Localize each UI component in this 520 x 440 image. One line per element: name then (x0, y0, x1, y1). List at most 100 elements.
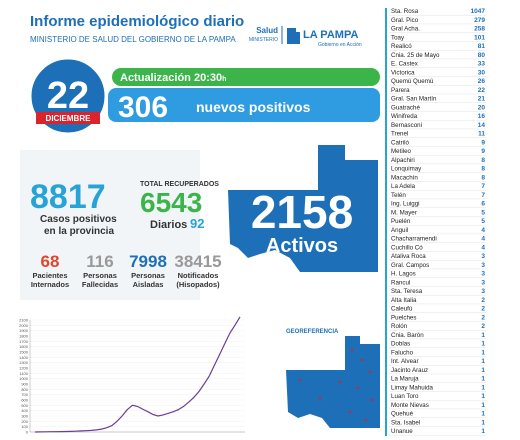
map-shape (286, 336, 380, 428)
locality-name: Cuchillo Có (391, 244, 423, 251)
locality-count: 4 (481, 227, 485, 234)
y-tick-label: 0 (26, 430, 29, 435)
active-label: Activos (266, 235, 338, 257)
y-tick-label: 1600 (19, 344, 29, 349)
locality-count: 3 (481, 262, 485, 269)
locality-count: 20 (478, 104, 486, 111)
locality-count: 1 (481, 402, 485, 409)
subtitle: MINISTERIO DE SALUD DEL GOBIERNO DE LA P… (30, 35, 236, 44)
locality-count: 1 (481, 376, 485, 383)
y-tick-label: 1000 (19, 376, 29, 381)
locality-count: 7 (481, 183, 485, 190)
locality-count: 33 (478, 61, 486, 68)
locality-name: Unanue (391, 428, 413, 435)
stats: 68PacientesInternados116PersonasFallecid… (31, 252, 222, 289)
locality-count: 81 (478, 43, 486, 50)
locality-count: 3 (481, 253, 485, 260)
y-tick-label: 500 (21, 403, 28, 408)
case-dot (338, 380, 342, 384)
locality-name: Rolón (391, 323, 408, 330)
stat-value: 68 (41, 252, 60, 271)
y-tick-label: 1400 (19, 355, 29, 360)
locality-name: H. Lagos (391, 271, 416, 278)
new-cases-banner (108, 88, 380, 122)
locality-count: 258 (474, 26, 485, 33)
case-dot (370, 398, 374, 402)
locality-name: Winifreda (391, 113, 418, 120)
stat-value: 116 (86, 252, 113, 271)
locality-name: Sta. Isabel (391, 419, 420, 426)
date-month: DICIEMBRE (46, 114, 92, 123)
y-tick-label: 200 (21, 419, 28, 424)
locality-name: Alta Italia (391, 297, 417, 304)
locality-count: 5 (481, 218, 485, 225)
locality-name: Gral. San Martín (391, 96, 437, 103)
update-unit: h (222, 76, 226, 83)
locality-name: Alpachiri (391, 157, 415, 164)
locality-name: Chacharramendi (391, 236, 437, 243)
locality-count: 1 (481, 341, 485, 348)
locality-count: 2 (481, 323, 485, 330)
stat-label: Aisladas (133, 280, 164, 289)
y-tick-label: 1800 (19, 334, 29, 339)
update-text: Actualización 20:30 (120, 72, 222, 84)
new-cases-value: 306 (118, 91, 168, 124)
date-month-band (36, 112, 100, 124)
logo: Salud MINISTERIO LA PAMPA Gobierno en Ac… (249, 26, 362, 48)
locality-count: 30 (478, 69, 486, 76)
locality-count: 8 (481, 174, 485, 181)
locality-count: 14 (478, 122, 486, 129)
recovered-value: 6543 (140, 187, 202, 218)
locality-count: 1 (481, 349, 485, 356)
locality-name: Limay Mahuida (391, 384, 434, 391)
locality-count: 2 (481, 314, 485, 321)
locality-name: La Adela (391, 183, 416, 190)
locality-name: Metileo (391, 148, 412, 155)
locality-name: Gral. Pico (391, 17, 419, 24)
active-line (34, 316, 241, 433)
locality-count: 2 (481, 306, 485, 313)
locality-count: 8 (481, 157, 485, 164)
locality-name: Int. Alvear (391, 358, 419, 365)
locality-name: Cnia. 25 de Mayo (391, 52, 440, 59)
locality-name: Quehué (391, 411, 414, 418)
locality-count: 1 (481, 358, 485, 365)
locality-count: 3 (481, 271, 485, 278)
y-tick-label: 900 (21, 382, 28, 387)
y-tick-label: 1100 (19, 371, 28, 376)
case-dot (348, 410, 352, 414)
locality-count: 6 (481, 201, 485, 208)
case-dot (356, 386, 360, 390)
locality-name: Realicó (391, 43, 412, 50)
locality-name: Ing. Luiggi (391, 201, 420, 208)
locality-name: Cnia. Barón (391, 332, 424, 339)
locality-count: 4 (481, 236, 485, 243)
locality-count: 1 (481, 428, 485, 435)
locality-name: Doblas (391, 341, 410, 348)
locality-count: 279 (474, 17, 485, 24)
case-dot (350, 348, 354, 352)
locality-name: Sta. Rosa (391, 8, 419, 15)
y-tick-label: 2100 (19, 318, 29, 323)
locality-count: 5 (481, 209, 485, 216)
locality-count: 1 (481, 393, 485, 400)
locality-count: 16 (478, 113, 486, 120)
y-tick-label: 1300 (19, 360, 29, 365)
active-value: 2158 (251, 186, 353, 238)
y-tick-label: 300 (21, 414, 28, 419)
locality-name: Parera (391, 87, 410, 94)
case-dot (364, 418, 368, 422)
locality-count: 2 (481, 297, 485, 304)
locality-name: E. Castex (391, 61, 419, 68)
y-tick-label: 700 (21, 392, 28, 397)
case-dot (360, 358, 364, 362)
stat-label: Pacientes (32, 271, 67, 280)
locality-count: 7 (481, 192, 485, 199)
stat-value: 7998 (129, 252, 167, 271)
locality-count: 1047 (471, 8, 486, 15)
locality-name: Luan Toro (391, 393, 419, 400)
locality-name: Gral. Campos (391, 262, 429, 269)
total-cases-value: 8817 (30, 178, 106, 216)
y-tick-label: 800 (21, 387, 28, 392)
locality-name: Ataliva Roca (391, 253, 426, 260)
